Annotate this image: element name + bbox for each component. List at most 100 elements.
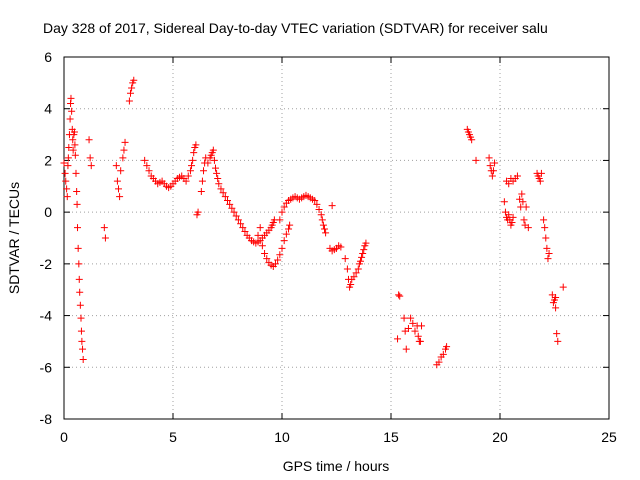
- data-point: [86, 154, 94, 162]
- data-point: [418, 322, 426, 330]
- data-point: [404, 325, 412, 332]
- data-point: [256, 224, 264, 232]
- data-point: [468, 136, 476, 144]
- data-point: [79, 345, 87, 353]
- data-point: [224, 197, 231, 205]
- data-point: [101, 234, 109, 242]
- data-point: [328, 202, 336, 210]
- data-point: [356, 257, 364, 265]
- data-point: [545, 250, 553, 258]
- data-point: [407, 314, 415, 322]
- data-point: [212, 164, 220, 172]
- data-point: [214, 175, 222, 183]
- data-point: [69, 136, 77, 144]
- data-point: [234, 216, 242, 224]
- data-point: [402, 345, 410, 353]
- data-point: [322, 229, 330, 237]
- data-point: [559, 283, 567, 291]
- data-point: [537, 169, 545, 177]
- data-point: [184, 172, 192, 180]
- data-point: [354, 265, 362, 273]
- data-point: [77, 327, 85, 335]
- data-point: [194, 208, 202, 216]
- data-point: [540, 216, 548, 224]
- data-point: [100, 224, 108, 232]
- data-point: [228, 204, 236, 212]
- data-point: [230, 208, 238, 216]
- data-point: [472, 156, 480, 164]
- data-point: [68, 107, 76, 115]
- data-point: [276, 216, 284, 224]
- data-point: [258, 242, 266, 250]
- data-point: [115, 185, 122, 193]
- x-tick-label: 10: [274, 429, 290, 445]
- data-point: [522, 203, 530, 211]
- data-point: [486, 162, 494, 170]
- data-point: [121, 138, 129, 146]
- data-point: [213, 169, 221, 177]
- data-point: [198, 177, 206, 185]
- data-point: [62, 177, 70, 185]
- data-point: [352, 269, 360, 277]
- x-axis-label: GPS time / hours: [283, 458, 390, 474]
- data-point: [204, 159, 212, 167]
- data-point: [60, 159, 68, 167]
- data-point: [485, 154, 493, 162]
- data-point: [360, 246, 368, 254]
- data-point: [215, 180, 223, 188]
- data-point: [439, 350, 447, 358]
- data-point: [311, 197, 319, 205]
- data-point: [395, 291, 403, 299]
- data-point: [143, 162, 151, 170]
- data-point: [209, 146, 217, 154]
- data-point: [63, 193, 71, 201]
- data-point: [552, 304, 560, 312]
- data-point: [414, 332, 422, 340]
- data-point: [319, 221, 327, 229]
- data-point: [411, 327, 419, 335]
- y-tick-label: -4: [40, 308, 53, 324]
- data-point: [491, 159, 499, 167]
- data-point: [69, 146, 77, 154]
- data-point: [318, 216, 326, 224]
- data-point: [489, 167, 497, 175]
- data-point: [232, 212, 240, 220]
- chart-title: Day 328 of 2017, Sidereal Day-to-day VTE…: [43, 20, 548, 36]
- data-point: [61, 169, 69, 177]
- data-point: [280, 237, 288, 245]
- data-point: [239, 224, 247, 232]
- data-point: [274, 256, 282, 264]
- y-tick-label: -6: [40, 359, 53, 375]
- y-tick-label: 2: [44, 152, 52, 168]
- data-point: [141, 156, 149, 164]
- y-tick-label: 0: [44, 204, 52, 220]
- data-point: [513, 172, 521, 180]
- data-point: [126, 89, 134, 97]
- data-point: [130, 76, 138, 84]
- x-tick-label: 5: [169, 429, 177, 445]
- data-point: [186, 167, 194, 175]
- data-point: [435, 358, 443, 366]
- data-point: [317, 211, 325, 219]
- data-point: [120, 146, 128, 154]
- data-point: [505, 180, 513, 188]
- data-point: [544, 255, 552, 263]
- data-point: [116, 193, 124, 201]
- data-point: [321, 225, 329, 233]
- data-point: [362, 239, 370, 247]
- data-point: [542, 234, 550, 242]
- data-point: [341, 255, 349, 263]
- data-point: [125, 97, 133, 105]
- data-point: [73, 200, 81, 208]
- data-point: [219, 189, 227, 197]
- data-point: [443, 343, 451, 351]
- data-point: [64, 162, 72, 170]
- y-axis-label: SDTVAR / TECUs: [6, 182, 22, 294]
- y-tick-label: -2: [40, 256, 53, 272]
- data-point: [280, 203, 288, 211]
- data-point: [313, 200, 321, 208]
- x-tick-label: 0: [60, 429, 68, 445]
- data-point: [71, 141, 79, 149]
- data-point: [519, 198, 527, 206]
